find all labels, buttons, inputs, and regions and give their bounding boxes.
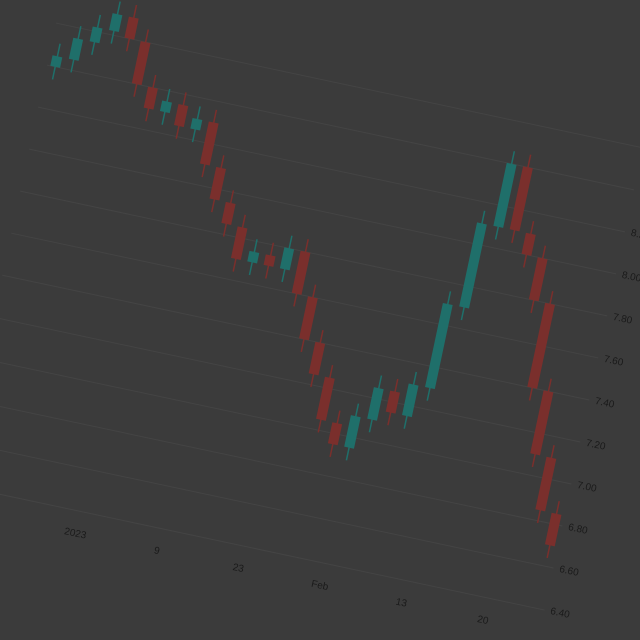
candle-body xyxy=(344,415,361,449)
grid-line xyxy=(46,64,635,191)
y-tick-label: 7.80 xyxy=(612,312,634,327)
candle-body xyxy=(493,162,517,228)
x-tick-label: 20 xyxy=(476,614,490,627)
candle-body xyxy=(535,456,557,512)
y-tick-label: 8.20 xyxy=(630,228,640,243)
grid-line xyxy=(0,484,545,611)
candle-body xyxy=(89,26,103,44)
y-tick-label: 6.40 xyxy=(549,606,571,621)
candle-body xyxy=(230,226,248,260)
candle-body xyxy=(131,41,151,86)
candle-body xyxy=(143,86,158,110)
x-tick-label: Feb xyxy=(310,579,330,593)
grid-line xyxy=(2,274,590,401)
candle-body xyxy=(459,222,487,309)
candle-body xyxy=(521,232,536,256)
x-tick-label: 23 xyxy=(232,562,246,575)
grid-line xyxy=(11,232,599,359)
grid-line xyxy=(20,190,608,317)
grid-line xyxy=(29,148,617,275)
candle-body xyxy=(263,254,276,267)
candle-body xyxy=(530,390,554,456)
grid-line xyxy=(55,22,640,149)
candle-body xyxy=(402,383,419,418)
candle-body xyxy=(50,55,63,68)
grid-line xyxy=(0,316,581,443)
candle-body xyxy=(247,250,260,264)
x-tick-label: 13 xyxy=(395,597,409,610)
y-tick-label: 8.40 xyxy=(639,186,640,201)
candle-body xyxy=(109,13,123,33)
candle-body xyxy=(291,250,311,295)
x-tick-label: 9 xyxy=(153,545,161,557)
candle-body xyxy=(199,121,219,166)
candle-body xyxy=(209,166,227,201)
x-tick-label: 2023 xyxy=(63,526,87,541)
grid-line xyxy=(0,358,572,485)
candle-body xyxy=(68,37,84,61)
grid-line xyxy=(0,400,563,527)
candle-body xyxy=(425,302,453,390)
y-tick-label: 8.00 xyxy=(621,270,640,285)
candle-body xyxy=(190,117,203,131)
y-tick-label: 7.40 xyxy=(594,396,616,411)
candle-body xyxy=(509,166,533,232)
grid-line xyxy=(0,442,554,569)
candle-body xyxy=(385,390,400,414)
candle-body xyxy=(299,296,318,341)
y-tick-label: 7.60 xyxy=(603,354,625,369)
y-tick-label: 6.60 xyxy=(558,564,580,579)
candle-body xyxy=(159,100,172,114)
candle-body xyxy=(221,201,236,226)
candle-body xyxy=(316,376,335,421)
candle-body xyxy=(528,257,548,302)
y-tick-label: 7.00 xyxy=(576,480,598,495)
x-tick-label: 26 xyxy=(0,510,1,523)
candle-body xyxy=(308,341,326,376)
grid-line xyxy=(37,106,626,233)
candle-body xyxy=(327,422,343,446)
candle-body xyxy=(174,104,189,128)
candle-body xyxy=(544,512,562,547)
candle-body xyxy=(527,302,555,389)
candle-body xyxy=(279,247,295,271)
y-tick-label: 6.80 xyxy=(567,522,589,537)
y-tick-label: 7.20 xyxy=(585,438,607,453)
candle-body xyxy=(367,387,384,421)
candle-body xyxy=(124,16,139,40)
